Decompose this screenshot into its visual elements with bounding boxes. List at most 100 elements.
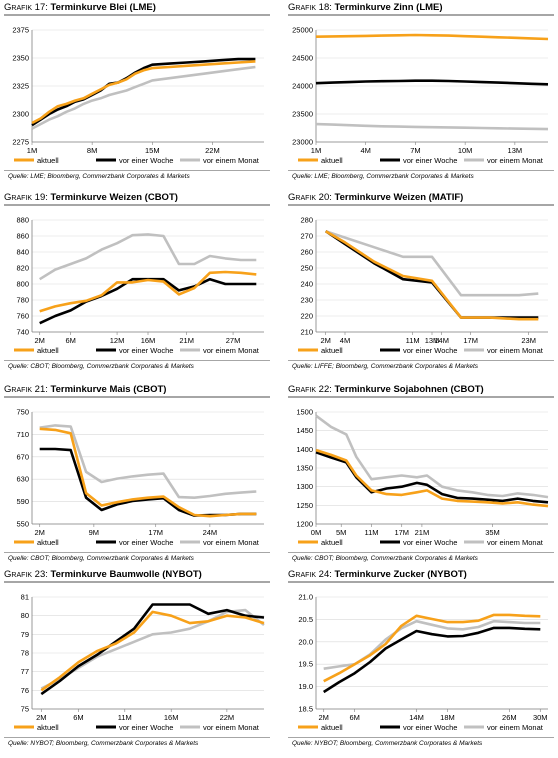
y-tick-label: 19.0: [298, 682, 313, 691]
series-line-woche: [323, 626, 541, 694]
bottom-rule: [288, 552, 554, 553]
chart-panel: GRAFIK 21: Terminkurve Mais (CBOT) 550 590…: [4, 384, 270, 570]
x-tick-label: 14M: [409, 713, 424, 722]
x-tick-label: 10M: [458, 146, 473, 155]
chart-source: Quelle: CBOT; Bloomberg, Commerzbank Cor…: [8, 363, 194, 370]
y-tick-label: 1450: [296, 426, 313, 435]
x-tick-label: 5M: [336, 528, 346, 537]
y-tick-label: 76: [21, 686, 29, 695]
line-chart: 2275 2300 2325 2350 2375 1M 8M 15M 22M aktuell vor…: [12, 26, 264, 165]
y-tick-label: 2325: [12, 82, 29, 91]
legend-label: aktuell: [37, 538, 59, 547]
x-tick-label: 27M: [226, 336, 241, 345]
chart-title-text: Terminkurve Mais (CBOT): [50, 384, 167, 395]
series-line-aktuell: [40, 610, 265, 692]
chart-panel: GRAFIK 18: Terminkurve Zinn (LME) 23000 23…: [288, 2, 554, 188]
series-line-aktuell: [39, 427, 257, 518]
y-tick-label: 210: [300, 328, 313, 337]
legend-label: aktuell: [321, 346, 343, 355]
series-line-woche: [40, 603, 265, 696]
x-tick-label: 1M: [27, 146, 37, 155]
y-tick-label: 78: [21, 649, 29, 658]
legend-label: vor einer Woche: [403, 723, 457, 732]
legend-label: vor einer Woche: [119, 723, 173, 732]
legend-label: vor einem Monat: [203, 723, 260, 732]
y-tick-label: 21.0: [298, 593, 313, 602]
chart-number: G: [288, 2, 296, 13]
line-chart: 75 76 77 78 79 80 81 2M 6M 11M 16M 22M aktuell vor ei…: [14, 593, 265, 732]
y-tick-label: 270: [300, 232, 313, 241]
line-chart: 18.5 19.0 19.5 20.0 20.5 21.0 2M 6M 14M 18M 26M 30M…: [298, 593, 548, 732]
y-tick-label: 1200: [296, 520, 313, 529]
legend-label: aktuell: [37, 346, 59, 355]
series-line-monat: [315, 414, 549, 499]
chart-title: GRAFIK 20: Terminkurve Weizen (MATIF): [288, 192, 464, 203]
bottom-rule: [4, 170, 270, 171]
y-tick-label: 840: [16, 248, 29, 257]
series-line-aktuell: [31, 60, 256, 125]
x-tick-label: 11M: [118, 713, 132, 722]
series-line-woche: [315, 79, 549, 86]
bottom-rule: [288, 737, 554, 738]
chart-source: Quelle: NYBOT; Bloomberg, Commerzbank Co…: [8, 740, 199, 747]
y-tick-label: 20.0: [298, 637, 313, 646]
chart-source: Quelle: LIFFE; Bloomberg, Commerzbank Co…: [292, 363, 479, 370]
legend-label: aktuell: [37, 723, 59, 732]
title-rule: [288, 396, 554, 398]
x-tick-label: 13M: [508, 146, 523, 155]
y-tick-label: 1350: [296, 464, 313, 473]
y-tick-label: 18.5: [298, 705, 313, 714]
y-tick-label: 230: [300, 296, 313, 305]
x-tick-label: 35M: [485, 528, 500, 537]
x-tick-label: 21M: [415, 528, 430, 537]
legend-label: vor einem Monat: [487, 156, 544, 165]
y-tick-label: 75: [21, 705, 29, 714]
legend-label: vor einer Woche: [119, 538, 173, 547]
series-line-aktuell: [39, 270, 257, 313]
x-tick-label: 16M: [164, 713, 179, 722]
y-tick-label: 800: [16, 280, 29, 289]
y-tick-label: 23500: [292, 110, 313, 119]
chart-title-text: Terminkurve Zinn (LME): [334, 2, 443, 13]
chart-source: Quelle: CBOT; Bloomberg, Commerzbank Cor…: [8, 555, 194, 562]
y-tick-label: 79: [21, 630, 29, 639]
x-tick-label: 1M: [311, 146, 321, 155]
series-line-monat: [39, 233, 257, 281]
y-tick-label: 2350: [12, 54, 29, 63]
chart-number: G: [288, 569, 296, 580]
series-line-monat: [31, 65, 256, 130]
chart-source: Quelle: LME; Bloomberg, Commerzbank Corp…: [292, 173, 474, 180]
chart-panel: GRAFIK 20: Terminkurve Weizen (MATIF) 210…: [288, 192, 554, 378]
legend-label: vor einer Woche: [403, 538, 457, 547]
series-line-woche: [324, 230, 539, 319]
chart-title: GRAFIK 22: Terminkurve Sojabohnen (CBOT): [288, 384, 484, 395]
series-line-aktuell: [323, 613, 541, 683]
y-tick-label: 19.5: [298, 660, 313, 669]
chart-number: G: [288, 384, 296, 395]
legend-label: vor einem Monat: [487, 538, 544, 547]
x-tick-label: 4M: [340, 336, 350, 345]
chart-title-text: Terminkurve Zucker (NYBOT): [334, 569, 467, 580]
x-tick-label: 22M: [205, 146, 220, 155]
x-tick-label: 7M: [410, 146, 420, 155]
legend-label: vor einer Woche: [119, 346, 173, 355]
x-tick-label: 6M: [349, 713, 359, 722]
x-tick-label: 17M: [148, 528, 163, 537]
chart-title: GRAFIK 19: Terminkurve Weizen (CBOT): [4, 192, 178, 203]
chart-panel: GRAFIK 22: Terminkurve Sojabohnen (CBOT)…: [288, 384, 554, 570]
chart-title: GRAFIK 24: Terminkurve Zucker (NYBOT): [288, 569, 467, 580]
y-tick-label: 25000: [292, 26, 313, 35]
bottom-rule: [4, 552, 270, 553]
chart-panel: GRAFIK 17: Terminkurve Blei (LME) 2275 230…: [4, 2, 270, 188]
y-tick-label: 24000: [292, 82, 313, 91]
line-chart: 1200 1250 1300 1350 1400 1450 1500 0M 5M 11M 17M 21…: [296, 408, 549, 547]
legend-label: vor einem Monat: [203, 346, 260, 355]
y-tick-label: 2300: [12, 110, 29, 119]
y-tick-label: 260: [300, 248, 313, 257]
x-tick-label: 17M: [463, 336, 478, 345]
series-line-monat: [40, 608, 265, 690]
chart-title: GRAFIK 21: Terminkurve Mais (CBOT): [4, 384, 167, 395]
y-tick-label: 750: [16, 408, 29, 417]
legend-label: vor einem Monat: [203, 156, 260, 165]
chart-title-text: Terminkurve Blei (LME): [50, 2, 156, 13]
